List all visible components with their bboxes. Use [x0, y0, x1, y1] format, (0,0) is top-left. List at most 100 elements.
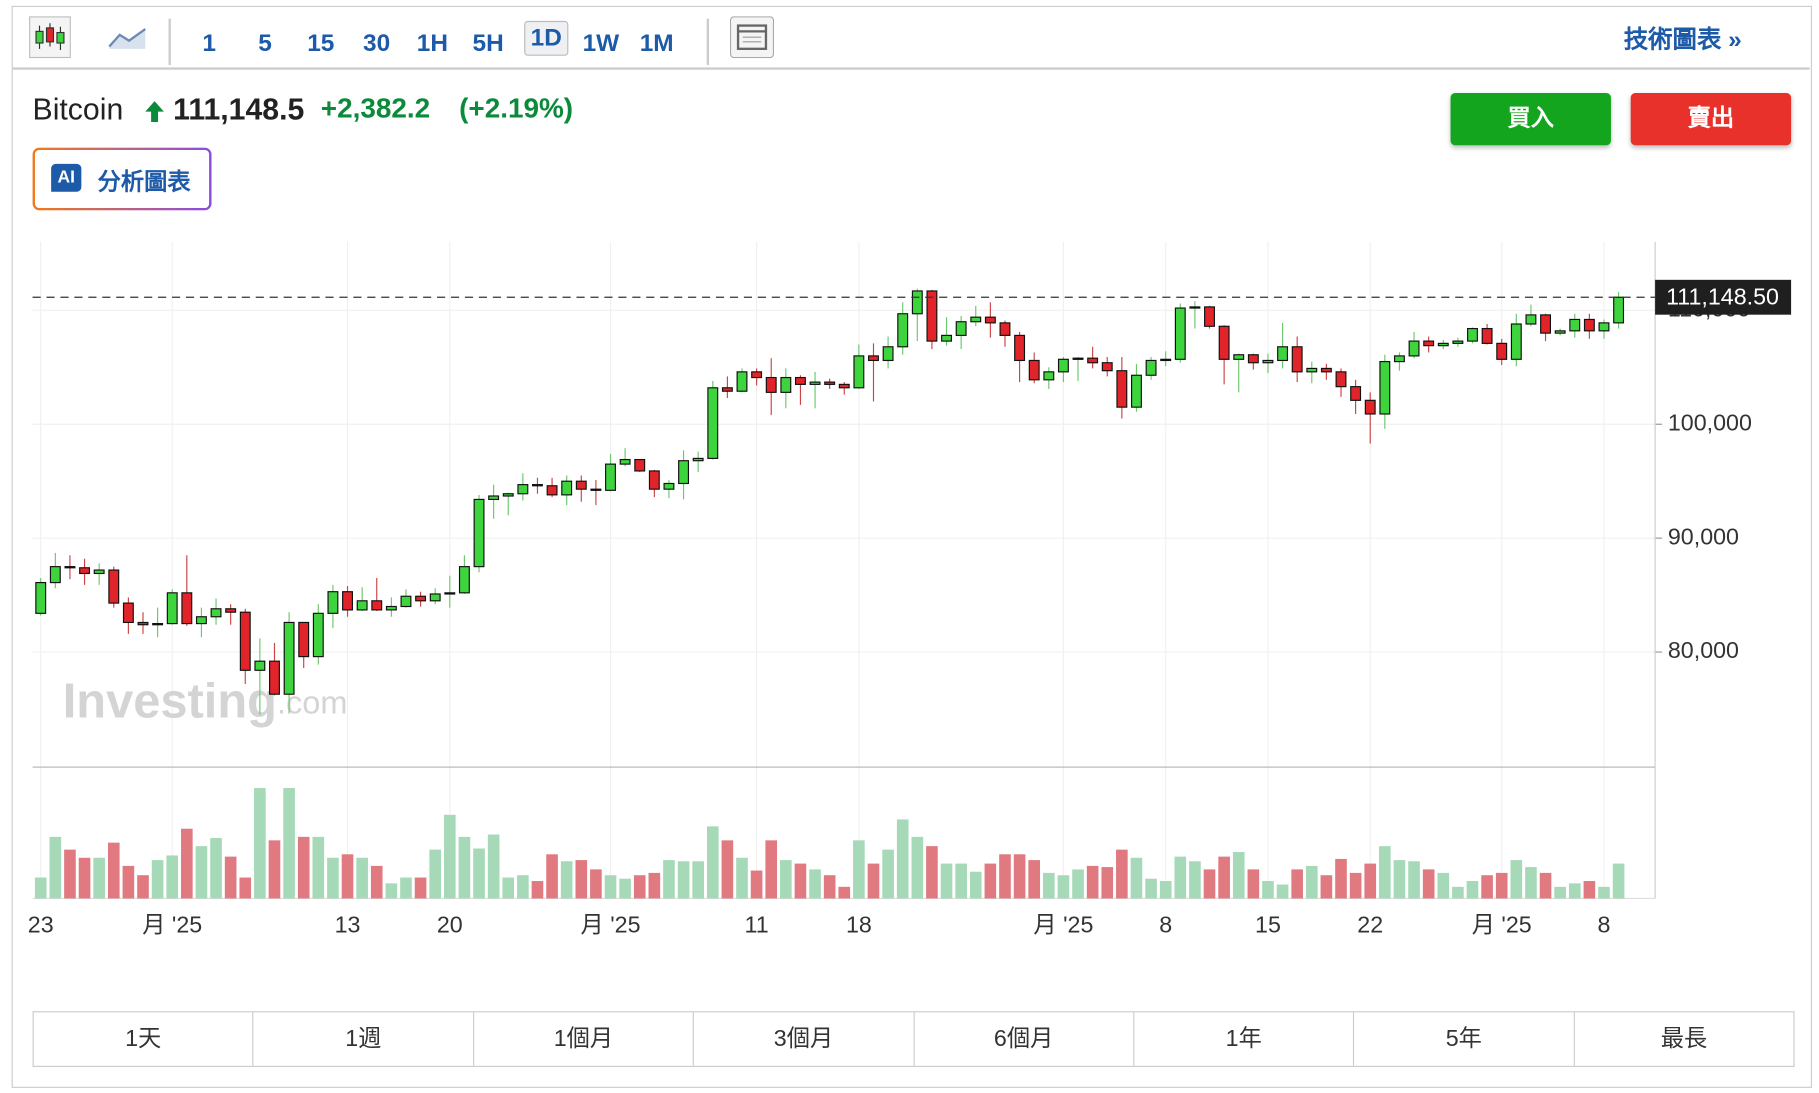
change-percent: (+2.19%)	[459, 92, 574, 125]
volume-bar	[1583, 881, 1596, 899]
interval-button[interactable]: 1M	[639, 30, 674, 57]
range-button[interactable]: 最長	[1573, 1012, 1793, 1066]
interval-button[interactable]: 1	[202, 30, 217, 57]
interval-button[interactable]: 1H	[416, 30, 448, 57]
candle-body	[1262, 359, 1274, 364]
range-button[interactable]: 1年	[1133, 1012, 1353, 1066]
y-tick-label: 100,000	[1668, 409, 1752, 435]
interval-button[interactable]: 15	[307, 30, 335, 57]
candle-body	[809, 381, 821, 385]
candle-body	[1101, 362, 1113, 372]
volume-bar	[356, 857, 368, 899]
candle-body	[312, 612, 324, 658]
volume-bar	[34, 877, 47, 899]
candle-body	[122, 602, 134, 624]
candle-body	[488, 495, 500, 501]
volume-bar	[706, 826, 719, 899]
x-tick-label: 23	[28, 911, 54, 937]
range-button[interactable]: 5年	[1353, 1012, 1573, 1066]
volume-bar	[1042, 872, 1055, 899]
volume-bar	[473, 848, 485, 899]
candle-body	[473, 498, 485, 568]
range-button[interactable]: 1個月	[472, 1012, 693, 1066]
candle-body	[108, 569, 120, 604]
buy-button[interactable]: 買入	[1450, 92, 1611, 146]
ai-analysis-button[interactable]: AI 分析圖表	[33, 148, 212, 211]
candle-body	[342, 591, 353, 611]
x-tick-label: 11	[745, 911, 769, 937]
ai-label: 分析圖表	[97, 169, 191, 196]
candle-body	[1598, 322, 1610, 332]
volume-bar	[590, 869, 602, 899]
candle-body	[1320, 367, 1332, 373]
line-icon[interactable]	[108, 23, 148, 51]
candle-body	[327, 591, 339, 614]
candle-icon[interactable]	[29, 16, 71, 59]
volume-bar	[1598, 886, 1610, 899]
volume-bar	[1481, 875, 1493, 899]
range-button[interactable]: 3個月	[692, 1012, 913, 1066]
range-button[interactable]: 6個月	[912, 1012, 1133, 1066]
interval-button[interactable]: 1W	[582, 30, 620, 57]
volume-bar	[999, 854, 1011, 899]
candle-body	[458, 566, 470, 594]
x-tick-label: 13	[335, 911, 361, 937]
candle-body	[546, 485, 558, 496]
candle-body	[1525, 314, 1537, 325]
candle-body	[941, 334, 952, 342]
x-tick-label: 月 '25	[142, 911, 202, 937]
volume-bar	[1525, 867, 1537, 899]
volume-bar	[546, 854, 558, 899]
interval-button[interactable]: 5H	[472, 30, 504, 57]
interval-button[interactable]: 5	[258, 30, 272, 57]
volume-bar	[1189, 861, 1201, 899]
volume-bar	[429, 849, 442, 899]
volume-bar	[823, 875, 836, 899]
volume-bar	[1203, 869, 1216, 899]
volume-bar	[1364, 863, 1377, 899]
volume-bar	[663, 860, 675, 899]
volume-bar	[1057, 875, 1070, 899]
volume-bar	[1174, 856, 1187, 899]
range-button[interactable]: 1週	[252, 1012, 473, 1066]
watermark: Investing.com	[63, 674, 348, 728]
volume-bar	[896, 819, 909, 899]
layout-icon[interactable]	[729, 16, 775, 59]
interval-button[interactable]: 30	[363, 30, 391, 57]
volume-bar	[224, 856, 237, 899]
volume-bar	[1028, 860, 1041, 899]
candle-body	[1613, 296, 1625, 324]
x-tick-label: 月 '25	[581, 911, 641, 937]
volume-bar	[619, 878, 631, 899]
sell-button[interactable]: 賣出	[1630, 92, 1792, 146]
candle-body	[1189, 306, 1201, 309]
ai-icon: AI	[51, 163, 82, 192]
candle-body	[707, 387, 719, 459]
volume-bar	[984, 863, 997, 899]
interval-button[interactable]: 1D	[524, 20, 569, 56]
x-tick-label: 22	[1357, 911, 1383, 937]
candle-body	[751, 371, 763, 379]
candle-body	[283, 621, 295, 695]
candle-body	[882, 346, 894, 362]
volume-bar	[1466, 881, 1479, 899]
volume-bar	[575, 860, 588, 899]
range-button[interactable]: 1天	[125, 1026, 162, 1052]
candle-body	[1057, 358, 1069, 373]
volume-bar	[181, 828, 193, 899]
candle-body	[1393, 355, 1405, 363]
candle-body	[1496, 342, 1508, 360]
volume-bar	[1101, 867, 1114, 899]
candle-body	[269, 660, 280, 695]
technical-chart-link[interactable]: 技術圖表 »	[1623, 26, 1742, 54]
candle-body	[736, 371, 748, 392]
volume-bar	[940, 863, 953, 899]
candle-body	[955, 321, 967, 336]
candle-body	[765, 376, 777, 393]
candle-body	[1087, 357, 1099, 364]
volume-bar	[1305, 865, 1318, 899]
volume-bar	[1437, 872, 1450, 899]
volume-bar	[122, 865, 135, 899]
volume-bar	[1232, 851, 1245, 899]
